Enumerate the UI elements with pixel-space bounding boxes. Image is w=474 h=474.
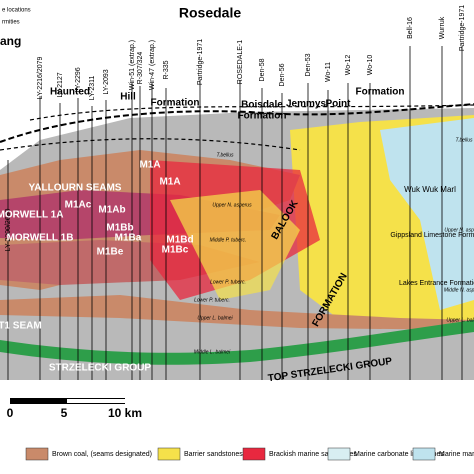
zone: T.bellus xyxy=(455,137,473,143)
legend-swatch xyxy=(25,447,49,461)
formation: Boisdale xyxy=(241,100,283,111)
unit: STRZELECKI GROUP xyxy=(49,363,152,374)
well-label: Wo-10 xyxy=(367,55,374,76)
well-label: LY-2127 xyxy=(57,72,64,97)
scale-label: 5 xyxy=(61,406,68,420)
well-label: ROSEDALE-1 xyxy=(237,40,244,84)
formation: Jemmys xyxy=(286,99,326,110)
wells: LY-2200/2630 LY-2216/2079 LY-2127 LY-2296 LY… xyxy=(5,5,466,380)
unit: M1Bd xyxy=(166,235,193,246)
unit: M1Be xyxy=(97,247,124,258)
well-label: Partridge-1971 xyxy=(459,5,466,51)
unit: M1A xyxy=(159,177,180,188)
formation: Formation xyxy=(238,111,287,122)
unit: M1Bb xyxy=(106,223,133,234)
legend-swatch xyxy=(157,447,181,461)
barrier-lens xyxy=(170,190,300,300)
unit: M1Ac xyxy=(65,200,92,211)
zone: Upper N. asperus xyxy=(444,227,474,233)
unit: M1Ab xyxy=(98,205,125,216)
strzelecki-band xyxy=(0,320,474,365)
zone: Upper L. balmei xyxy=(446,317,474,323)
zone: Middle L. balmei xyxy=(194,349,231,355)
formation: Formation xyxy=(151,98,200,109)
well-label: Wo-12 xyxy=(345,55,352,76)
legend-label: Marine carbonate limestones xyxy=(354,451,444,458)
well-label: LY-2296 xyxy=(75,67,82,92)
well-label: LY-2200/2630 xyxy=(5,208,12,251)
unit: Wuk Wuk Marl xyxy=(404,185,456,194)
formation: Haunted xyxy=(50,87,90,98)
t1-seam xyxy=(0,295,474,330)
formation: Formation xyxy=(356,87,405,98)
zone: Middle N. asperus xyxy=(444,287,474,293)
unit: YALLOURN SEAMS xyxy=(29,183,122,194)
well-label: Bell-16 xyxy=(407,17,414,39)
well-label: LY-2093 xyxy=(103,69,110,94)
unit: MORWELL 1B xyxy=(7,233,74,244)
place: ang xyxy=(0,34,21,48)
unit: Gippsland Limestone Formation xyxy=(390,232,474,239)
well-label: LY-2216/2079 xyxy=(37,56,44,99)
legend-label: Marine marls xyxy=(439,451,474,458)
note: e locations xyxy=(2,8,31,14)
scale-label: 10 km xyxy=(108,406,142,420)
well-label: R-335 xyxy=(163,60,170,79)
unconformity-2 xyxy=(0,104,474,151)
well-label: R-307/324 xyxy=(137,52,144,85)
well-label: Win-47 (extrap.) xyxy=(149,40,156,90)
unit: Lakes Entrance Formation xyxy=(399,280,474,287)
scale-labels: 0 5 10 km xyxy=(7,406,142,420)
formation: Point xyxy=(326,99,352,110)
zone: Middle P. tuberc. xyxy=(210,237,247,243)
well-label: Wurruk xyxy=(439,16,446,39)
well-label: Partridge-1971 xyxy=(197,39,204,85)
zone: Upper N. asperus xyxy=(212,202,252,208)
unconformity xyxy=(0,103,474,143)
scale-label: 0 xyxy=(7,406,14,420)
well-label: Wo-11 xyxy=(325,62,332,82)
legend-swatch xyxy=(412,447,436,461)
unit: M1Bc xyxy=(162,245,189,256)
scale-bar-seg xyxy=(67,399,125,403)
unit: M1A xyxy=(139,160,160,171)
legend-swatch xyxy=(327,447,351,461)
unit: M1Ba xyxy=(115,233,142,244)
marine-marl xyxy=(380,118,474,310)
well-label: LY-2311 xyxy=(89,76,96,101)
well-label: Den-53 xyxy=(305,53,312,76)
legend-swatch xyxy=(242,447,266,461)
unit: MORWELL 1A xyxy=(0,210,63,221)
zone: Lower P. tuberc. xyxy=(210,279,246,285)
note: rmities xyxy=(2,20,20,26)
zone: Upper L. balmei xyxy=(197,315,233,321)
title: Rosedale xyxy=(179,5,241,21)
well-label: Den-56 xyxy=(279,63,286,86)
zone: Lower P. tuberc. xyxy=(194,297,230,303)
zone-labels: T.bellus Upper N. asperus Middle P. tuberc… xyxy=(194,137,474,355)
formation: Hill xyxy=(120,92,136,103)
legend-label: Brown coal, (seams designated) xyxy=(52,451,152,458)
legend: Brown coal, (seams designated) Barrier sa… xyxy=(25,447,474,461)
unit: T1 SEAM xyxy=(0,321,42,332)
legend-label: Barrier sandstones xyxy=(184,451,243,458)
legend-label: Brackish marine sandstones xyxy=(269,451,357,458)
well-label: Den-58 xyxy=(259,58,266,81)
zone: T.bellus xyxy=(216,152,234,158)
well-label: Win-51 (extrap.) xyxy=(129,40,136,90)
